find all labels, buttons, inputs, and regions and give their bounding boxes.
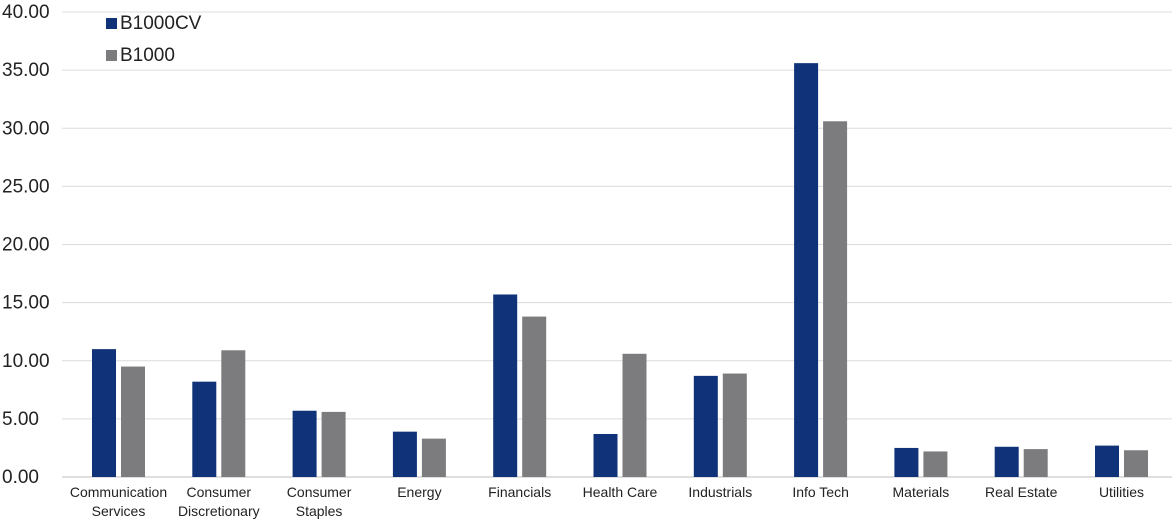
bar-b1000-8 xyxy=(923,451,948,477)
bar-b1000-2 xyxy=(321,411,346,477)
y-tick-label: 0.00 xyxy=(2,467,39,488)
bar-b1000cv-4 xyxy=(493,294,518,477)
x-tick-label: Utilities xyxy=(1099,484,1144,500)
bar-b1000cv-2 xyxy=(292,410,317,477)
bar-b1000-10 xyxy=(1124,450,1148,477)
bar-b1000-3 xyxy=(421,438,446,477)
bar-b1000-1 xyxy=(221,350,246,477)
gridlines xyxy=(62,11,1172,478)
legend-label-b1000cv: B1000CV xyxy=(120,13,202,34)
bars xyxy=(92,63,1148,478)
x-axis-ticks: Communication Services Consumer Discretiona… xyxy=(70,484,1144,519)
bar-b1000cv-5 xyxy=(593,433,618,477)
x-tick-label: Industrials xyxy=(688,484,752,500)
bar-b1000-4 xyxy=(522,316,547,477)
legend-swatch-b1000 xyxy=(106,50,117,61)
bar-b1000cv-3 xyxy=(392,431,417,477)
y-tick-label: 5.00 xyxy=(2,409,39,430)
y-tick-label: 35.00 xyxy=(2,60,50,81)
bar-b1000cv-8 xyxy=(894,447,919,477)
bar-b1000-0 xyxy=(121,366,145,477)
bar-b1000-5 xyxy=(622,353,647,477)
bar-b1000cv-6 xyxy=(693,375,718,477)
x-tick-label: Info Tech xyxy=(792,484,849,500)
bar-b1000cv-1 xyxy=(192,381,217,477)
bar-b1000cv-9 xyxy=(994,446,1019,477)
bar-b1000-7 xyxy=(823,121,848,478)
legend: B1000CV B1000 xyxy=(106,13,202,66)
bar-b1000-9 xyxy=(1023,449,1048,477)
y-tick-label: 20.00 xyxy=(2,235,50,256)
y-tick-label: 15.00 xyxy=(2,293,50,314)
y-axis-ticks: 0.00 5.00 10.00 15.00 20.00 25.00 30.00 35.00 40… xyxy=(2,2,50,488)
bar-b1000cv-10 xyxy=(1095,445,1119,477)
x-tick-label: Consumer Discretionary xyxy=(178,484,260,519)
x-tick-label: Energy xyxy=(397,484,441,500)
y-tick-label: 30.00 xyxy=(2,118,50,139)
x-tick-label: Communication Services xyxy=(70,484,167,519)
legend-swatch-b1000cv xyxy=(106,18,117,29)
x-tick-label: Consumer Staples xyxy=(287,484,352,519)
bar-b1000cv-7 xyxy=(794,63,819,478)
y-tick-label: 25.00 xyxy=(2,176,50,197)
x-tick-label: Real Estate xyxy=(985,484,1058,500)
y-tick-label: 10.00 xyxy=(2,351,50,372)
y-tick-label: 40.00 xyxy=(2,2,50,23)
bar-b1000cv-0 xyxy=(92,349,116,477)
x-tick-label: Financials xyxy=(488,484,551,500)
legend-label-b1000: B1000 xyxy=(120,45,175,66)
x-tick-label: Materials xyxy=(893,484,950,500)
x-tick-label: Health Care xyxy=(583,484,658,500)
bar-b1000-6 xyxy=(722,373,747,477)
